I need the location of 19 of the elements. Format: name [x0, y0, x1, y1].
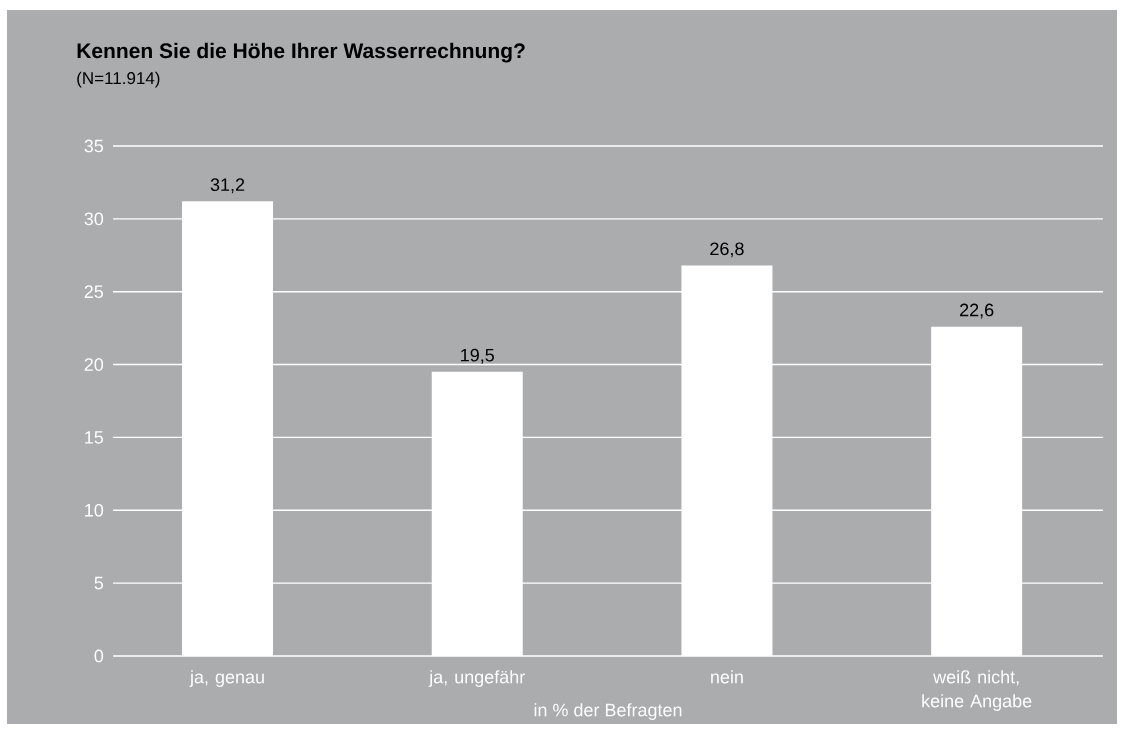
y-tick-label: 5: [94, 576, 104, 590]
x-tick-label: ja, genau: [189, 670, 264, 687]
y-tick-label: 30: [84, 212, 104, 226]
y-tick-label: 20: [84, 358, 104, 371]
y-tick-label: 10: [85, 503, 104, 517]
data-label: 26,8: [710, 242, 744, 258]
x-tick-label: ja, ungefähr: [428, 670, 525, 687]
x-axis-title: in % der Befragten: [534, 703, 682, 720]
chart-subtitle: (N=11.914): [77, 71, 160, 88]
y-tick-label: 0: [94, 649, 104, 663]
x-tick-label: nein: [711, 670, 743, 684]
data-label: 19,5: [461, 348, 494, 364]
y-tick-label: 15: [85, 431, 104, 444]
data-label: 31,2: [210, 178, 245, 194]
y-tick-label: 25: [84, 285, 104, 299]
y-tick-label: 35: [84, 139, 104, 153]
data-label: 22,6: [960, 303, 994, 319]
x-tick-label: weiß nicht, keine Angabe: [922, 670, 1032, 711]
chart-title: Kennen Sie die Höhe Ihrer Wasserrechnung?: [77, 42, 525, 63]
